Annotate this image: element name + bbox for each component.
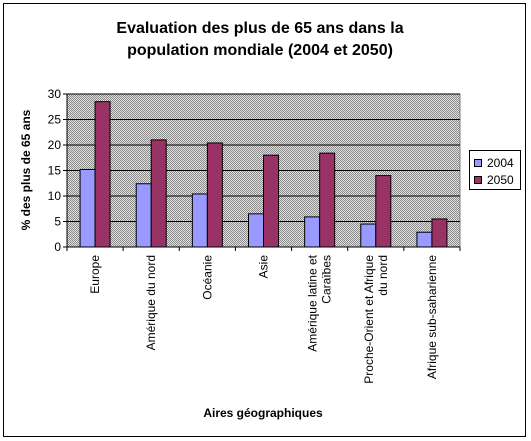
x-category-label: Amérique du nord (144, 255, 158, 350)
bar-2004-5 (360, 223, 377, 248)
bar-2050-4 (319, 152, 336, 248)
legend-label-2004: 2004 (487, 156, 514, 170)
bar-2050-5 (375, 175, 392, 248)
legend-swatch-2050 (474, 176, 482, 184)
bar-2050-0 (94, 101, 111, 248)
y-tick-label: 30 (48, 87, 62, 101)
y-tick-label: 10 (48, 189, 62, 203)
x-axis-title: Aires géographiques (203, 406, 323, 420)
chart-title-line-1: Evaluation des plus de 65 ans dans la (116, 20, 404, 37)
chart-title: Evaluation des plus de 65 ans dans la po… (60, 18, 460, 62)
legend-swatch-2004 (474, 159, 482, 167)
y-tick-label: 20 (48, 138, 62, 152)
bar-2004-3 (248, 213, 264, 248)
bar-2004-0 (79, 168, 96, 248)
bar-2050-1 (150, 139, 167, 248)
y-tick-label: 5 (54, 215, 61, 229)
x-category-label: Europe (88, 255, 102, 294)
x-category-label: Proche-Orient et Afrique (362, 255, 376, 384)
bar-2004-4 (304, 216, 321, 248)
x-category-label: Amérique latine et (306, 254, 320, 351)
y-tick-label: 15 (48, 164, 62, 178)
bar-2050-6 (431, 218, 448, 248)
bar-2050-3 (263, 154, 279, 248)
x-category-label: Asie (257, 255, 271, 279)
bar-2004-1 (135, 183, 152, 248)
legend-label-2050: 2050 (487, 173, 514, 187)
y-tick-label: 0 (54, 240, 61, 254)
chart-title-line-2: population mondiale (2004 et 2050) (127, 42, 393, 59)
bar-2050-2 (206, 142, 223, 248)
x-category-label: Afrique sub-saharienne (425, 255, 439, 379)
bar-2004-2 (191, 193, 208, 248)
x-category-label: du nord (376, 255, 390, 296)
legend: 2004 2050 (469, 150, 521, 190)
x-category-label: Caraïbes (320, 255, 334, 304)
bar-2004-6 (416, 231, 433, 248)
y-tick-label: 25 (48, 113, 62, 127)
x-category-label: Océanie (200, 255, 214, 300)
y-axis-title: % des plus de 65 ans (19, 109, 33, 230)
